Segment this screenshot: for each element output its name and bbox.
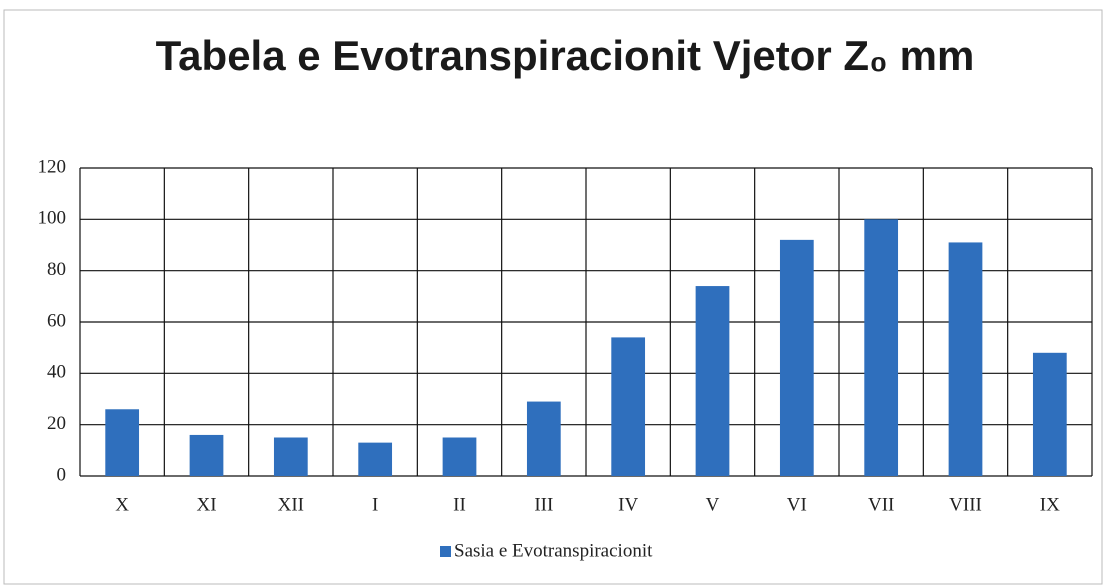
x-tick-label: II — [453, 494, 466, 515]
y-tick-label: 80 — [47, 259, 66, 280]
y-tick-label: 60 — [47, 310, 66, 331]
bar — [611, 337, 646, 476]
y-tick-label: 40 — [47, 362, 66, 383]
chart-border — [3, 9, 1103, 585]
bar — [864, 219, 899, 477]
bar — [779, 239, 814, 476]
bar — [189, 434, 224, 476]
x-tick-label: X — [115, 494, 129, 515]
x-tick-label: V — [706, 494, 720, 515]
bar — [358, 442, 393, 476]
x-tick-label: VIII — [949, 494, 982, 515]
y-tick-label: 100 — [38, 208, 67, 229]
x-tick-label: XI — [196, 494, 216, 515]
legend-swatch — [440, 546, 451, 557]
chart-title: Tabela e Evotranspiracionit Vjetor Z₀ mm — [155, 32, 975, 79]
x-tick-label: IV — [618, 494, 638, 515]
bar — [273, 437, 308, 476]
bar — [442, 437, 477, 476]
x-tick-label: I — [372, 494, 378, 515]
x-tick-label: XII — [278, 494, 304, 515]
x-tick-label: VI — [787, 494, 807, 515]
x-tick-label: III — [534, 494, 553, 515]
y-tick-label: 0 — [57, 464, 67, 485]
legend-label: Sasia e Evotranspiracionit — [454, 540, 653, 561]
y-tick-label: 20 — [47, 413, 66, 434]
bar — [1032, 352, 1067, 476]
x-tick-label: IX — [1040, 494, 1060, 515]
bar — [526, 401, 561, 476]
y-tick-label: 120 — [38, 156, 67, 177]
bar — [695, 286, 730, 476]
bar — [948, 242, 983, 476]
bar — [105, 409, 140, 476]
x-tick-label: VII — [868, 494, 894, 515]
